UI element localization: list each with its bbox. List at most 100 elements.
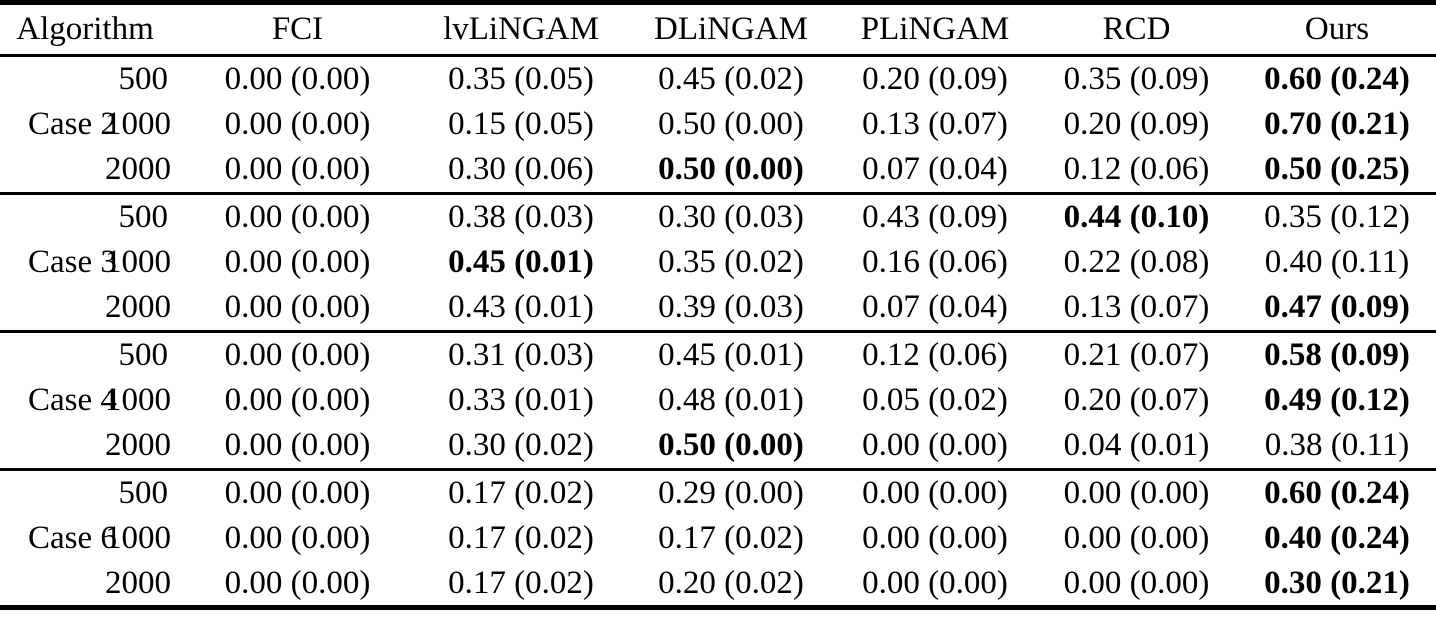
table-row: 2000 0.00 (0.00) 0.43 (0.01) 0.39 (0.03)… xyxy=(0,286,1436,332)
case-group-case3: Case 3 500 0.00 (0.00) 0.38 (0.03) 0.30 … xyxy=(0,194,1436,332)
table-cell: 0.43 (0.09) xyxy=(862,198,1008,235)
sample-size: 2000 xyxy=(105,289,171,326)
table-cell: 0.35 (0.05) xyxy=(448,60,594,97)
table-cell: 0.20 (0.02) xyxy=(658,564,804,601)
table-cell: 0.60 (0.24) xyxy=(1264,60,1410,97)
sample-size: 2000 xyxy=(105,151,171,188)
sample-size: 1000 xyxy=(105,244,171,280)
table-cell: 0.04 (0.01) xyxy=(1063,427,1210,464)
column-header-lvlingam: lvLiNGAM xyxy=(443,11,599,47)
table-cell: 0.17 (0.02) xyxy=(448,474,594,511)
case-group-case4: Case 4 500 0.00 (0.00) 0.31 (0.03) 0.45 … xyxy=(0,332,1436,470)
table-row: Case 3 500 0.00 (0.00) 0.38 (0.03) 0.30 … xyxy=(0,194,1436,280)
table-cell: 0.00 (0.00) xyxy=(224,289,371,326)
table-cell: 0.50 (0.25) xyxy=(1264,151,1410,188)
table-cell: 0.00 (0.00) xyxy=(224,60,371,97)
table-cell: 0.00 (0.00) xyxy=(224,427,371,464)
table-cell: 0.00 (0.00) xyxy=(1063,564,1210,601)
table-cell: 0.00 (0.00) xyxy=(862,474,1008,511)
table-row: 1000 0.00 (0.00) 0.15 (0.05) 0.50 (0.00)… xyxy=(0,102,1436,148)
results-table: Algorithm FCI lvLiNGAM DLiNGAM PLiNGAM R… xyxy=(0,0,1436,610)
table-cell: 0.00 (0.00) xyxy=(862,520,1008,556)
sample-size: 2000 xyxy=(105,427,171,464)
table-cell: 0.58 (0.09) xyxy=(1264,336,1410,373)
sample-size: 500 xyxy=(118,60,169,97)
column-header-rcd: RCD xyxy=(1102,11,1171,47)
table-cell: 0.39 (0.03) xyxy=(658,289,804,326)
table-cell: 0.47 (0.09) xyxy=(1264,289,1410,326)
table-cell: 0.33 (0.01) xyxy=(448,382,594,418)
table-cell: 0.29 (0.00) xyxy=(658,474,804,511)
table-cell: 0.00 (0.00) xyxy=(224,198,371,235)
table-header: Algorithm FCI lvLiNGAM DLiNGAM PLiNGAM R… xyxy=(0,3,1436,56)
table-cell: 0.50 (0.00) xyxy=(658,106,804,142)
table-row: Case 4 500 0.00 (0.00) 0.31 (0.03) 0.45 … xyxy=(0,332,1436,418)
table-cell: 0.40 (0.11) xyxy=(1264,244,1410,280)
column-header-plingam: PLiNGAM xyxy=(860,11,1010,47)
table-cell: 0.35 (0.02) xyxy=(658,244,804,280)
case-group-case6: Case 6 500 0.00 (0.00) 0.17 (0.02) 0.29 … xyxy=(0,470,1436,608)
table-cell: 0.20 (0.07) xyxy=(1063,382,1210,418)
case-label: Case 3 xyxy=(28,244,117,280)
table-cell: 0.00 (0.00) xyxy=(224,520,371,556)
table-cell: 0.00 (0.00) xyxy=(862,427,1008,464)
table-cell: 0.00 (0.00) xyxy=(224,106,371,142)
column-header-algorithm: Algorithm xyxy=(16,11,154,47)
table-cell: 0.17 (0.02) xyxy=(448,520,594,556)
table-cell: 0.00 (0.00) xyxy=(862,564,1008,601)
sample-size: 500 xyxy=(118,336,169,373)
table-cell: 0.00 (0.00) xyxy=(224,382,371,418)
table-row: Case 6 500 0.00 (0.00) 0.17 (0.02) 0.29 … xyxy=(0,470,1436,556)
table-cell: 0.22 (0.08) xyxy=(1063,244,1210,280)
sample-size: 1000 xyxy=(105,382,171,418)
table-cell: 0.30 (0.21) xyxy=(1264,564,1410,601)
table-cell: 0.48 (0.01) xyxy=(658,382,804,418)
sample-size: 500 xyxy=(118,198,169,235)
table-cell: 0.49 (0.12) xyxy=(1264,382,1410,418)
table-cell: 0.30 (0.02) xyxy=(448,427,594,464)
case-label: Case 6 xyxy=(28,519,117,556)
table-cell: 0.00 (0.00) xyxy=(1063,474,1210,511)
case-group-case2: Case 2 500 0.00 (0.00) 0.35 (0.05) 0.45 … xyxy=(0,56,1436,194)
table-cell: 0.35 (0.12) xyxy=(1264,198,1410,235)
table-cell: 0.40 (0.24) xyxy=(1264,520,1410,556)
table-row: 1000 0.00 (0.00) 0.45 (0.01) 0.35 (0.02)… xyxy=(0,240,1436,286)
table-cell: 0.00 (0.00) xyxy=(224,151,371,188)
table-cell: 0.13 (0.07) xyxy=(862,106,1008,142)
sample-size: 2000 xyxy=(105,564,171,601)
table-cell: 0.21 (0.07) xyxy=(1063,336,1210,373)
table-cell: 0.38 (0.03) xyxy=(448,198,594,235)
table-row: 2000 0.00 (0.00) 0.17 (0.02) 0.20 (0.02)… xyxy=(0,562,1436,608)
table-cell: 0.00 (0.00) xyxy=(1063,520,1210,556)
sample-size: 500 xyxy=(118,474,169,511)
table-cell: 0.00 (0.00) xyxy=(224,564,371,601)
table-cell: 0.30 (0.06) xyxy=(448,151,594,188)
table-cell: 0.00 (0.00) xyxy=(224,244,371,280)
table-cell: 0.05 (0.02) xyxy=(862,382,1008,418)
table-cell: 0.20 (0.09) xyxy=(1063,106,1210,142)
table-cell: 0.16 (0.06) xyxy=(862,244,1008,280)
table-cell: 0.60 (0.24) xyxy=(1264,474,1410,511)
table-row: 1000 0.00 (0.00) 0.33 (0.01) 0.48 (0.01)… xyxy=(0,378,1436,424)
table-cell: 0.07 (0.04) xyxy=(862,151,1008,188)
table-cell: 0.00 (0.00) xyxy=(224,336,371,373)
table-cell: 0.17 (0.02) xyxy=(448,564,594,601)
table-cell: 0.50 (0.00) xyxy=(658,151,804,188)
column-header-dlingam: DLiNGAM xyxy=(654,11,808,47)
table-cell: 0.38 (0.11) xyxy=(1264,427,1410,464)
table-cell: 0.50 (0.00) xyxy=(658,427,804,464)
table-cell: 0.13 (0.07) xyxy=(1063,289,1210,326)
table-cell: 0.31 (0.03) xyxy=(448,336,594,373)
table-row: Case 2 500 0.00 (0.00) 0.35 (0.05) 0.45 … xyxy=(0,56,1436,142)
column-header-fci: FCI xyxy=(271,11,324,47)
table-cell: 0.17 (0.02) xyxy=(658,520,804,556)
table-cell: 0.15 (0.05) xyxy=(448,106,594,142)
sample-size: 1000 xyxy=(105,520,171,556)
table-cell: 0.43 (0.01) xyxy=(448,289,594,326)
table-row: 1000 0.00 (0.00) 0.17 (0.02) 0.17 (0.02)… xyxy=(0,516,1436,562)
sample-size: 1000 xyxy=(105,106,171,142)
case-label: Case 4 xyxy=(28,382,117,418)
table-cell: 0.35 (0.09) xyxy=(1063,60,1210,97)
column-header-ours: Ours xyxy=(1304,11,1370,47)
